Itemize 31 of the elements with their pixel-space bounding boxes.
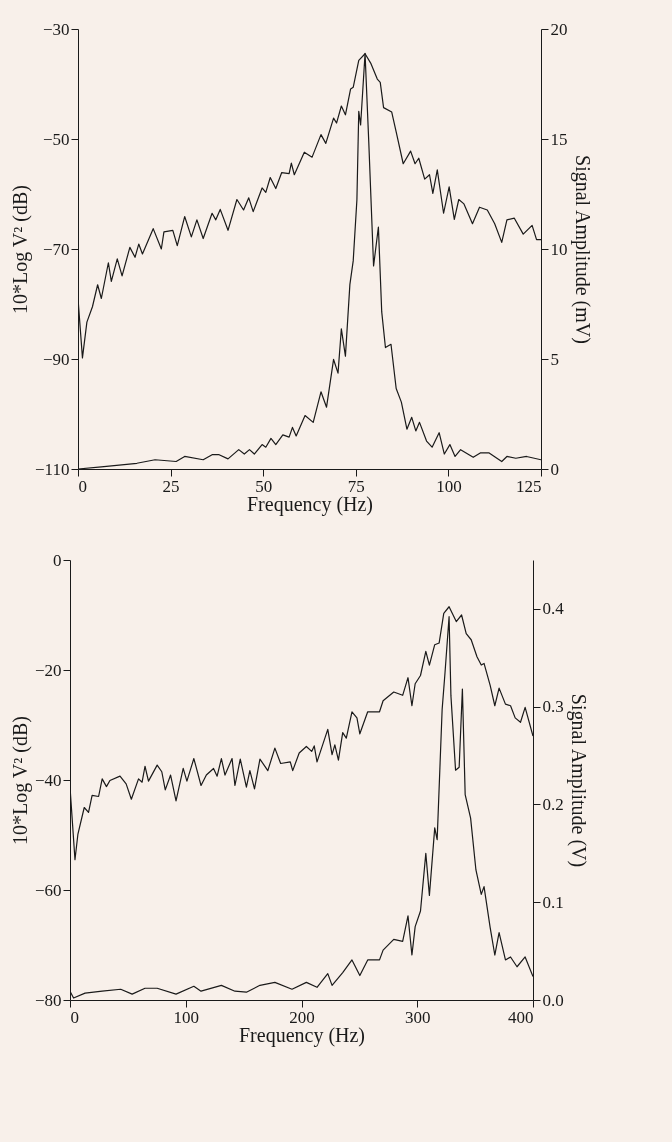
y-axis-title: 10*Log V² (dB) xyxy=(9,185,33,314)
x-tick-label: 300 xyxy=(405,1007,431,1027)
x-tick-label: 100 xyxy=(173,1007,199,1027)
y-tick-label: −50 xyxy=(42,129,70,149)
y2-tick-label: 10 xyxy=(550,239,568,259)
y-tick-label: −60 xyxy=(34,880,62,900)
y2-axis-title: Signal Amplitude (V) xyxy=(566,693,590,868)
y2-tick-label: 20 xyxy=(550,19,568,39)
y2-tick-label: 0 xyxy=(550,459,559,479)
y-tick-label: −80 xyxy=(34,990,62,1010)
y-tick-label: −70 xyxy=(42,239,70,259)
y-tick-label: −40 xyxy=(34,770,62,790)
y-tick-label: −20 xyxy=(34,660,62,680)
y2-tick-label: 0.4 xyxy=(542,599,565,619)
y2-tick-label: 0.0 xyxy=(542,990,564,1010)
y-axis-title: 10*Log V² (dB) xyxy=(8,716,32,845)
y-tick-label: −110 xyxy=(35,459,70,479)
y-tick-label: −90 xyxy=(42,349,70,369)
y-tick-label: 0 xyxy=(53,550,62,570)
x-tick-label: 125 xyxy=(516,476,542,496)
y2-tick-label: 5 xyxy=(550,349,559,369)
x-tick-label: 25 xyxy=(162,476,180,496)
y2-axis-title: Signal Amplitude (mV) xyxy=(570,155,594,344)
x-tick-label: 100 xyxy=(436,476,462,496)
y2-tick-label: 0.3 xyxy=(542,697,564,717)
x-tick-label: 400 xyxy=(508,1007,534,1027)
x-tick-label: 0 xyxy=(78,476,87,496)
y2-tick-label: 15 xyxy=(550,129,568,149)
y2-tick-label: 0.2 xyxy=(542,794,564,814)
y-tick-label: −30 xyxy=(42,19,70,39)
y2-tick-label: 0.1 xyxy=(542,892,564,912)
